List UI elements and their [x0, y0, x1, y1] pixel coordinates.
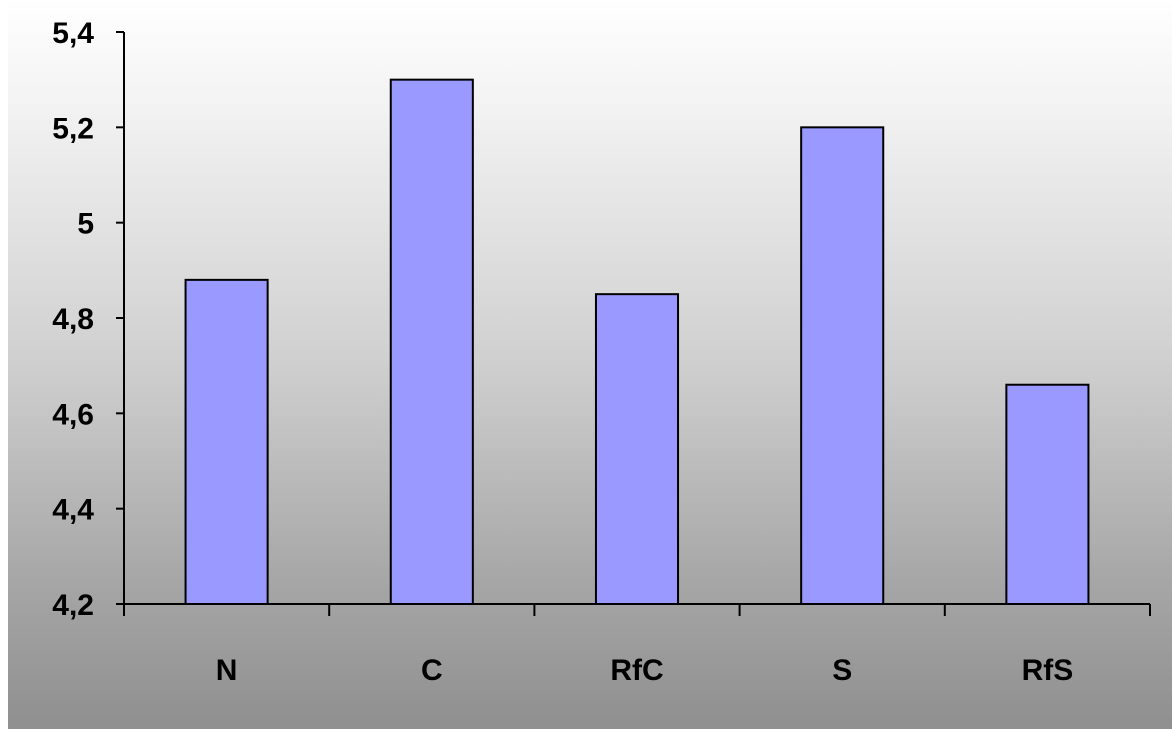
y-tick-label: 5 — [77, 208, 94, 241]
y-ticks-group: 4,2 4,4 4,6 4,8 5 5,2 5,4 — [52, 17, 124, 622]
y-tick-label: 5,2 — [52, 112, 94, 145]
bar-n — [184, 278, 269, 605]
x-tick-label: RfC — [610, 654, 663, 687]
y-tick-label: 4,6 — [52, 398, 94, 431]
x-tick-label: N — [216, 654, 238, 687]
y-tick-label: 4,4 — [52, 494, 94, 527]
bar-rfs — [1005, 383, 1090, 605]
x-tick-label: S — [832, 654, 852, 687]
y-tick-label: 5,4 — [52, 17, 94, 50]
bar-rfc — [594, 293, 680, 605]
bar-c — [389, 78, 474, 605]
x-ticks-group: N C RfC S RfS — [123, 604, 1151, 687]
bars-group — [184, 78, 1090, 605]
bar-s — [800, 126, 885, 605]
y-tick-label: 4,2 — [52, 589, 94, 622]
x-tick-label: RfS — [1022, 654, 1074, 687]
y-tick-label: 4,8 — [52, 303, 94, 336]
x-tick-label: C — [421, 654, 443, 687]
